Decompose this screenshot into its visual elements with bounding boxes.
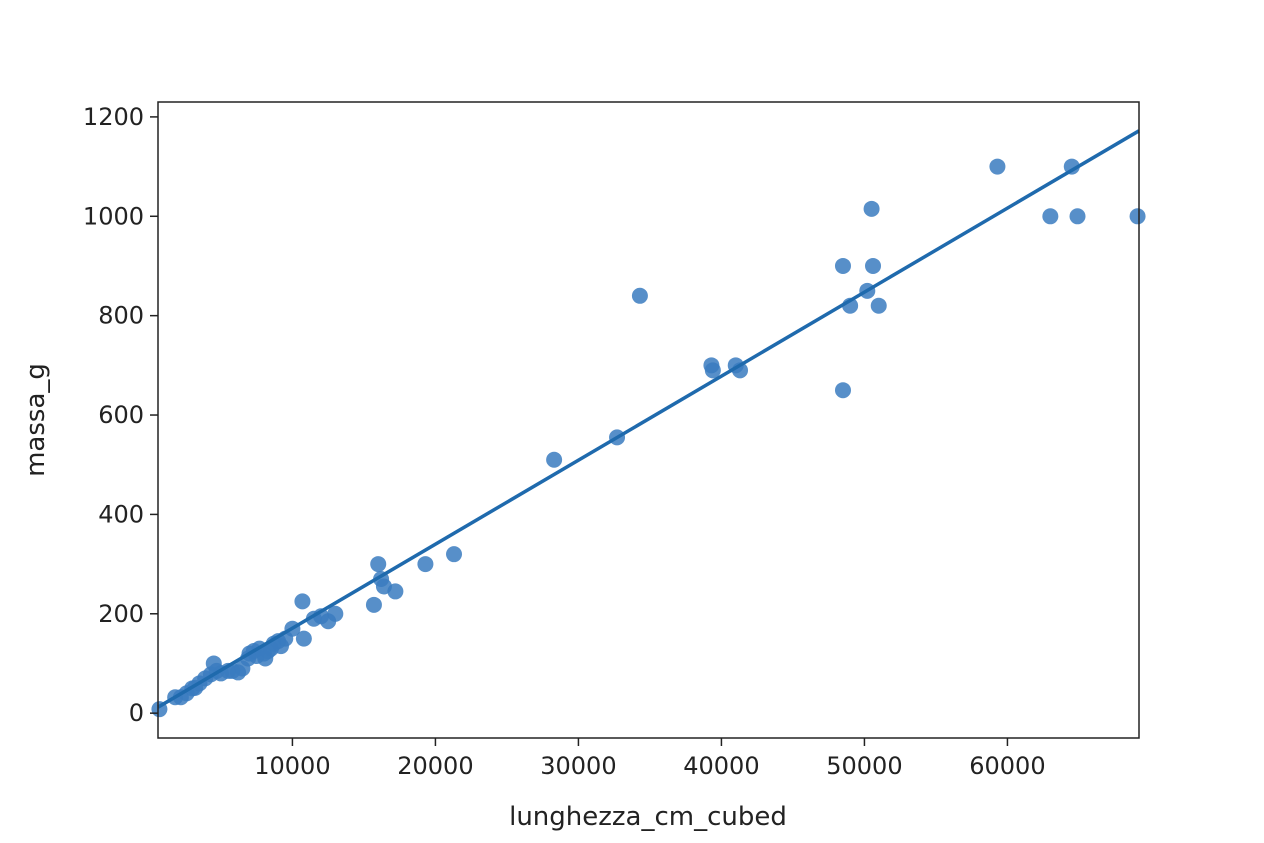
data-point [1063, 158, 1080, 175]
data-point [865, 257, 882, 274]
data-point [1129, 208, 1146, 225]
x-tick-label: 40000 [683, 752, 759, 780]
y-tick-label: 1000 [83, 202, 144, 230]
data-point [365, 596, 382, 613]
x-tick-label: 10000 [254, 752, 330, 780]
y-tick-label: 1200 [83, 103, 144, 131]
data-point [863, 200, 880, 217]
y-axis-ticks: 0 200 400 600 800 1000 1200 [83, 103, 158, 727]
data-point [446, 546, 463, 563]
y-tick-label: 400 [98, 500, 144, 528]
data-point [834, 382, 851, 399]
x-tick-label: 60000 [969, 752, 1045, 780]
y-tick-label: 0 [129, 699, 144, 727]
data-point [387, 583, 404, 600]
plot-area-frame [157, 101, 1140, 739]
data-point [834, 257, 851, 274]
data-point [546, 451, 563, 468]
x-tick-label: 20000 [397, 752, 473, 780]
data-points [151, 158, 1146, 718]
data-point [370, 556, 387, 573]
x-tick-label: 30000 [540, 752, 616, 780]
x-axis-title: lunghezza_cm_cubed [509, 802, 787, 832]
regression-line [157, 129, 1140, 709]
data-point [1069, 208, 1086, 225]
data-point [1042, 208, 1059, 225]
data-point [704, 362, 721, 379]
y-tick-label: 600 [98, 401, 144, 429]
y-tick-label: 200 [98, 600, 144, 628]
data-point [631, 287, 648, 304]
data-point [327, 605, 344, 622]
x-tick-label: 50000 [826, 752, 902, 780]
data-point [989, 158, 1006, 175]
x-axis-ticks: 10000 20000 30000 40000 50000 60000 [254, 738, 1046, 780]
data-point [870, 297, 887, 314]
regression-line-layer [157, 129, 1140, 709]
data-point [294, 593, 311, 610]
data-point [295, 630, 312, 647]
data-point [417, 556, 434, 573]
y-tick-label: 800 [98, 302, 144, 330]
y-axis-title: massa_g [21, 363, 51, 477]
